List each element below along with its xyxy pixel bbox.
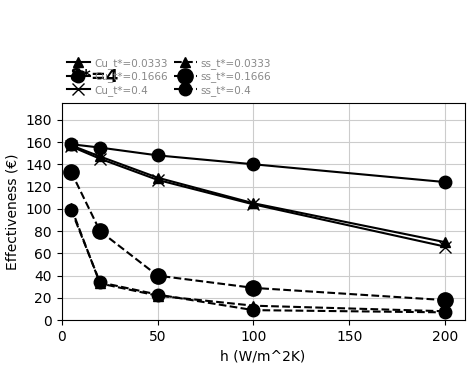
Cu_t*=0.4: [68, 144, 74, 149]
Y-axis label: Effectiveness (€): Effectiveness (€): [6, 153, 20, 270]
ss_t*=0.0333: [97, 281, 103, 286]
Text: δ*=4: δ*=4: [70, 68, 119, 86]
ss_t*=0.0333: [68, 205, 74, 210]
Line: Cu_t*=0.0333: Cu_t*=0.0333: [66, 141, 450, 247]
Cu_t*=0.4: [97, 156, 103, 161]
Cu_t*=0.1666: [68, 142, 74, 146]
Cu_t*=0.1666: [443, 180, 448, 184]
Cu_t*=0.0333: [155, 176, 160, 180]
Cu_t*=0.0333: [251, 201, 256, 205]
ss_t*=0.1666: [155, 273, 160, 278]
Line: ss_t*=0.1666: ss_t*=0.1666: [64, 164, 453, 308]
ss_t*=0.1666: [443, 298, 448, 302]
Cu_t*=0.4: [443, 244, 448, 249]
Cu_t*=0.0333: [443, 240, 448, 244]
Line: ss_t*=0.4: ss_t*=0.4: [65, 204, 452, 319]
X-axis label: h (W/m^2K): h (W/m^2K): [220, 350, 306, 364]
Cu_t*=0.1666: [155, 153, 160, 158]
Line: Cu_t*=0.4: Cu_t*=0.4: [65, 140, 452, 253]
ss_t*=0.4: [97, 280, 103, 284]
Cu_t*=0.1666: [97, 145, 103, 150]
Cu_t*=0.4: [251, 202, 256, 206]
ss_t*=0.1666: [68, 170, 74, 174]
ss_t*=0.1666: [251, 286, 256, 290]
Line: ss_t*=0.0333: ss_t*=0.0333: [66, 203, 450, 316]
ss_t*=0.4: [68, 208, 74, 212]
ss_t*=0.0333: [155, 293, 160, 298]
Cu_t*=0.1666: [251, 162, 256, 166]
ss_t*=0.4: [155, 292, 160, 297]
ss_t*=0.4: [251, 308, 256, 312]
Legend: Cu_t*=0.0333, Cu_t*=0.1666, Cu_t*=0.4, ss_t*=0.0333, ss_t*=0.1666, ss_t*=0.4: Cu_t*=0.0333, Cu_t*=0.1666, Cu_t*=0.4, s…: [67, 58, 272, 96]
Line: Cu_t*=0.1666: Cu_t*=0.1666: [65, 138, 452, 188]
ss_t*=0.1666: [97, 229, 103, 233]
Cu_t*=0.0333: [68, 143, 74, 148]
ss_t*=0.4: [443, 310, 448, 315]
Cu_t*=0.4: [155, 178, 160, 182]
ss_t*=0.0333: [443, 309, 448, 314]
ss_t*=0.0333: [251, 304, 256, 308]
Cu_t*=0.0333: [97, 154, 103, 159]
